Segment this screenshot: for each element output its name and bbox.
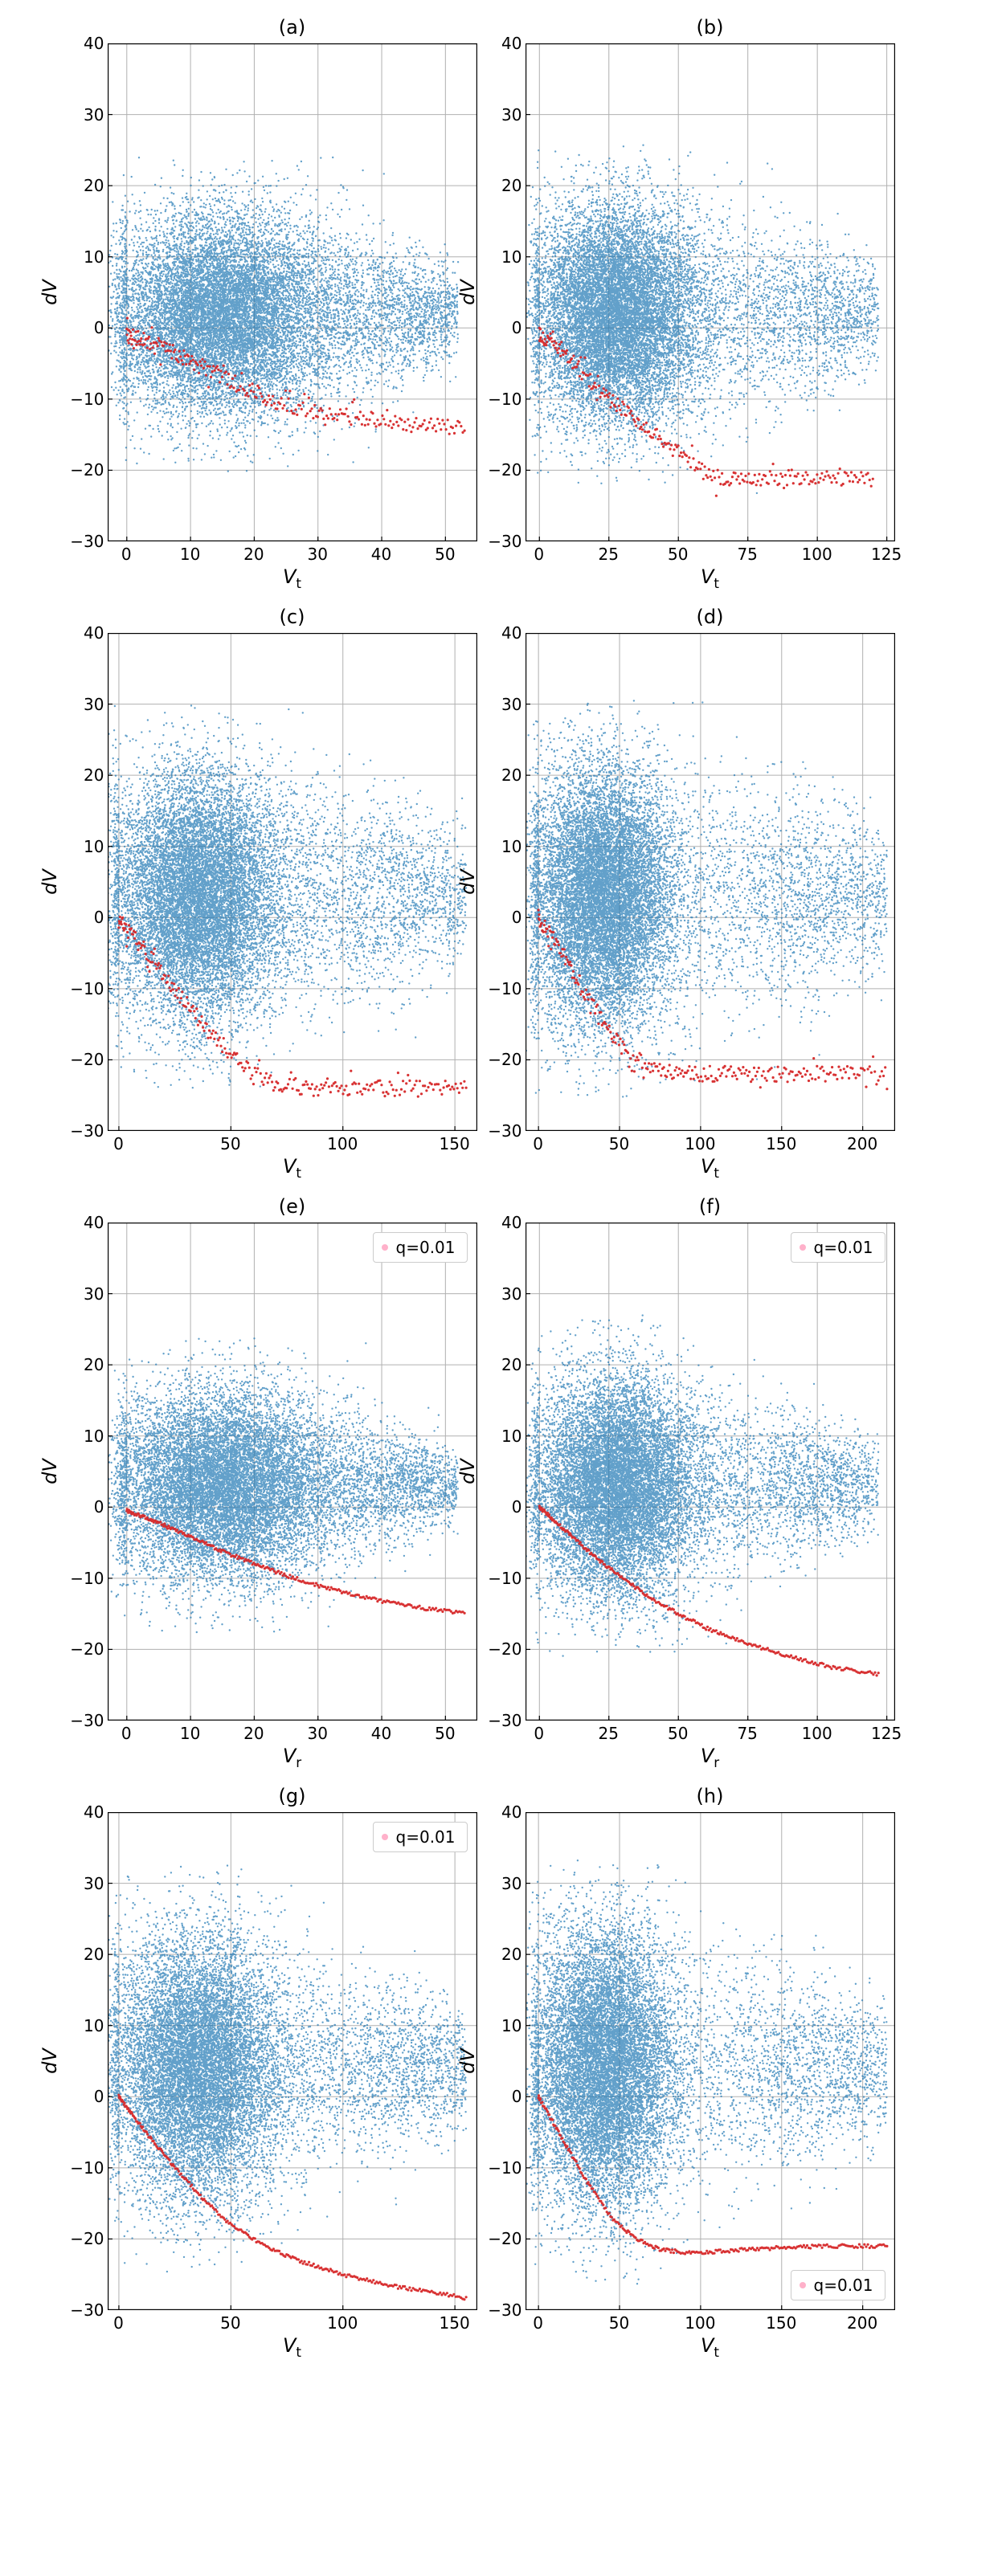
panel-title: (h) bbox=[526, 1785, 895, 1807]
panel-e: (e) −30−20−1001020304001020304050dVVrq=0.… bbox=[108, 1195, 477, 1721]
panel-d: (d) −30−20−10010203040050100150200dVVt bbox=[526, 606, 895, 1131]
plot-area: −30−20−10010203040050100150dVVtq=0.01 bbox=[108, 1812, 477, 2310]
panel-row: (g) −30−20−10010203040050100150dVVtq=0.01… bbox=[8, 1785, 994, 2310]
plot-area: −30−20−10010203040050100150200dVVt bbox=[526, 633, 895, 1131]
x-tick-labels: 050100150200 bbox=[526, 1134, 895, 1153]
legend-marker-icon bbox=[800, 2282, 806, 2288]
plot-area: −30−20−100102030400255075100125dVVrq=0.0… bbox=[526, 1223, 895, 1721]
plot-area: −30−20−10010203040050100150dVVt bbox=[108, 633, 477, 1131]
legend: q=0.01 bbox=[791, 1232, 885, 1263]
legend-marker-icon bbox=[382, 1834, 388, 1840]
x-axis-label: Vt bbox=[283, 2334, 301, 2360]
blue-scatter bbox=[108, 704, 467, 1088]
blue-scatter bbox=[526, 1860, 888, 2284]
plot-area: −30−20−1001020304001020304050dVVt bbox=[108, 43, 477, 541]
panel-title: (e) bbox=[108, 1195, 477, 1218]
panel-a: (a) −30−20−1001020304001020304050dVVt bbox=[108, 16, 477, 541]
scatter-plot bbox=[108, 1223, 477, 1721]
x-tick-labels: 050100150 bbox=[108, 2313, 477, 2333]
y-tick-labels: −30−20−10010203040 bbox=[485, 1812, 522, 2310]
y-axis-label: dV bbox=[38, 2048, 60, 2074]
x-tick-labels: 0255075100125 bbox=[526, 545, 895, 564]
panel-title: (c) bbox=[108, 606, 477, 628]
y-axis-label: dV bbox=[456, 2048, 478, 2074]
blue-scatter bbox=[526, 700, 888, 1097]
plot-area: −30−20−100102030400255075100125dVVt bbox=[526, 43, 895, 541]
legend-label: q=0.01 bbox=[814, 2276, 873, 2295]
x-axis-label: Vt bbox=[701, 2334, 719, 2360]
x-tick-labels: 01020304050 bbox=[108, 1724, 477, 1743]
y-tick-labels: −30−20−10010203040 bbox=[67, 43, 104, 541]
y-axis-label: dV bbox=[38, 869, 60, 895]
x-axis-label: Vr bbox=[701, 1745, 719, 1770]
panel-g: (g) −30−20−10010203040050100150dVVtq=0.01 bbox=[108, 1785, 477, 2310]
x-tick-labels: 0255075100125 bbox=[526, 1724, 895, 1743]
panel-row: (a)−30−20−1001020304001020304050dVVt(b)−… bbox=[8, 16, 994, 541]
y-axis-label: dV bbox=[456, 280, 478, 305]
y-tick-labels: −30−20−10010203040 bbox=[485, 1223, 522, 1721]
legend: q=0.01 bbox=[373, 1822, 468, 1852]
panel-title: (d) bbox=[526, 606, 895, 628]
panel-title: (b) bbox=[526, 16, 895, 39]
panel-row: (c)−30−20−10010203040050100150dVVt(d)−30… bbox=[8, 606, 994, 1131]
legend-label: q=0.01 bbox=[396, 1827, 456, 1847]
y-tick-labels: −30−20−10010203040 bbox=[485, 43, 522, 541]
scatter-plot bbox=[526, 633, 895, 1131]
y-axis-label: dV bbox=[38, 280, 60, 305]
plot-area: −30−20−1001020304001020304050dVVrq=0.01 bbox=[108, 1223, 477, 1721]
legend-marker-icon bbox=[800, 1244, 806, 1251]
blue-scatter bbox=[526, 144, 879, 494]
y-tick-labels: −30−20−10010203040 bbox=[67, 1812, 104, 2310]
blue-scatter bbox=[108, 1864, 467, 2272]
blue-scatter bbox=[108, 157, 459, 472]
scatter-plot bbox=[526, 1223, 895, 1721]
scatter-plot bbox=[108, 1812, 477, 2310]
x-tick-labels: 01020304050 bbox=[108, 545, 477, 564]
plot-area: −30−20−10010203040050100150200dVVtq=0.01 bbox=[526, 1812, 895, 2310]
x-axis-label: Vt bbox=[283, 565, 301, 591]
scatter-plot bbox=[108, 633, 477, 1131]
panel-b: (b) −30−20−100102030400255075100125dVVt bbox=[526, 16, 895, 541]
scatter-plot bbox=[526, 1812, 895, 2310]
panel-f: (f) −30−20−100102030400255075100125dVVrq=… bbox=[526, 1195, 895, 1721]
x-axis-label: Vt bbox=[701, 565, 719, 591]
scatter-plot bbox=[108, 43, 477, 541]
panel-c: (c) −30−20−10010203040050100150dVVt bbox=[108, 606, 477, 1131]
scatter-plot bbox=[526, 43, 895, 541]
y-tick-labels: −30−20−10010203040 bbox=[485, 633, 522, 1131]
x-tick-labels: 050100150 bbox=[108, 1134, 477, 1153]
panel-title: (a) bbox=[108, 16, 477, 39]
legend: q=0.01 bbox=[791, 2270, 885, 2300]
panel-title: (g) bbox=[108, 1785, 477, 1807]
panel-h: (h) −30−20−10010203040050100150200dVVtq=0… bbox=[526, 1785, 895, 2310]
y-axis-label: dV bbox=[38, 1459, 60, 1484]
y-axis-label: dV bbox=[456, 1459, 478, 1484]
y-tick-labels: −30−20−10010203040 bbox=[67, 1223, 104, 1721]
y-tick-labels: −30−20−10010203040 bbox=[67, 633, 104, 1131]
legend-label: q=0.01 bbox=[814, 1238, 873, 1257]
blue-scatter bbox=[526, 1314, 879, 1656]
y-axis-label: dV bbox=[456, 869, 478, 895]
legend-marker-icon bbox=[382, 1244, 388, 1251]
panel-row: (e) −30−20−1001020304001020304050dVVrq=0.… bbox=[8, 1195, 994, 1721]
x-tick-labels: 050100150200 bbox=[526, 2313, 895, 2333]
legend: q=0.01 bbox=[373, 1232, 468, 1263]
blue-scatter bbox=[108, 1337, 459, 1633]
panel-title: (f) bbox=[526, 1195, 895, 1218]
x-axis-label: Vt bbox=[701, 1155, 719, 1181]
x-axis-label: Vr bbox=[283, 1745, 301, 1770]
legend-label: q=0.01 bbox=[396, 1238, 456, 1257]
x-axis-label: Vt bbox=[283, 1155, 301, 1181]
